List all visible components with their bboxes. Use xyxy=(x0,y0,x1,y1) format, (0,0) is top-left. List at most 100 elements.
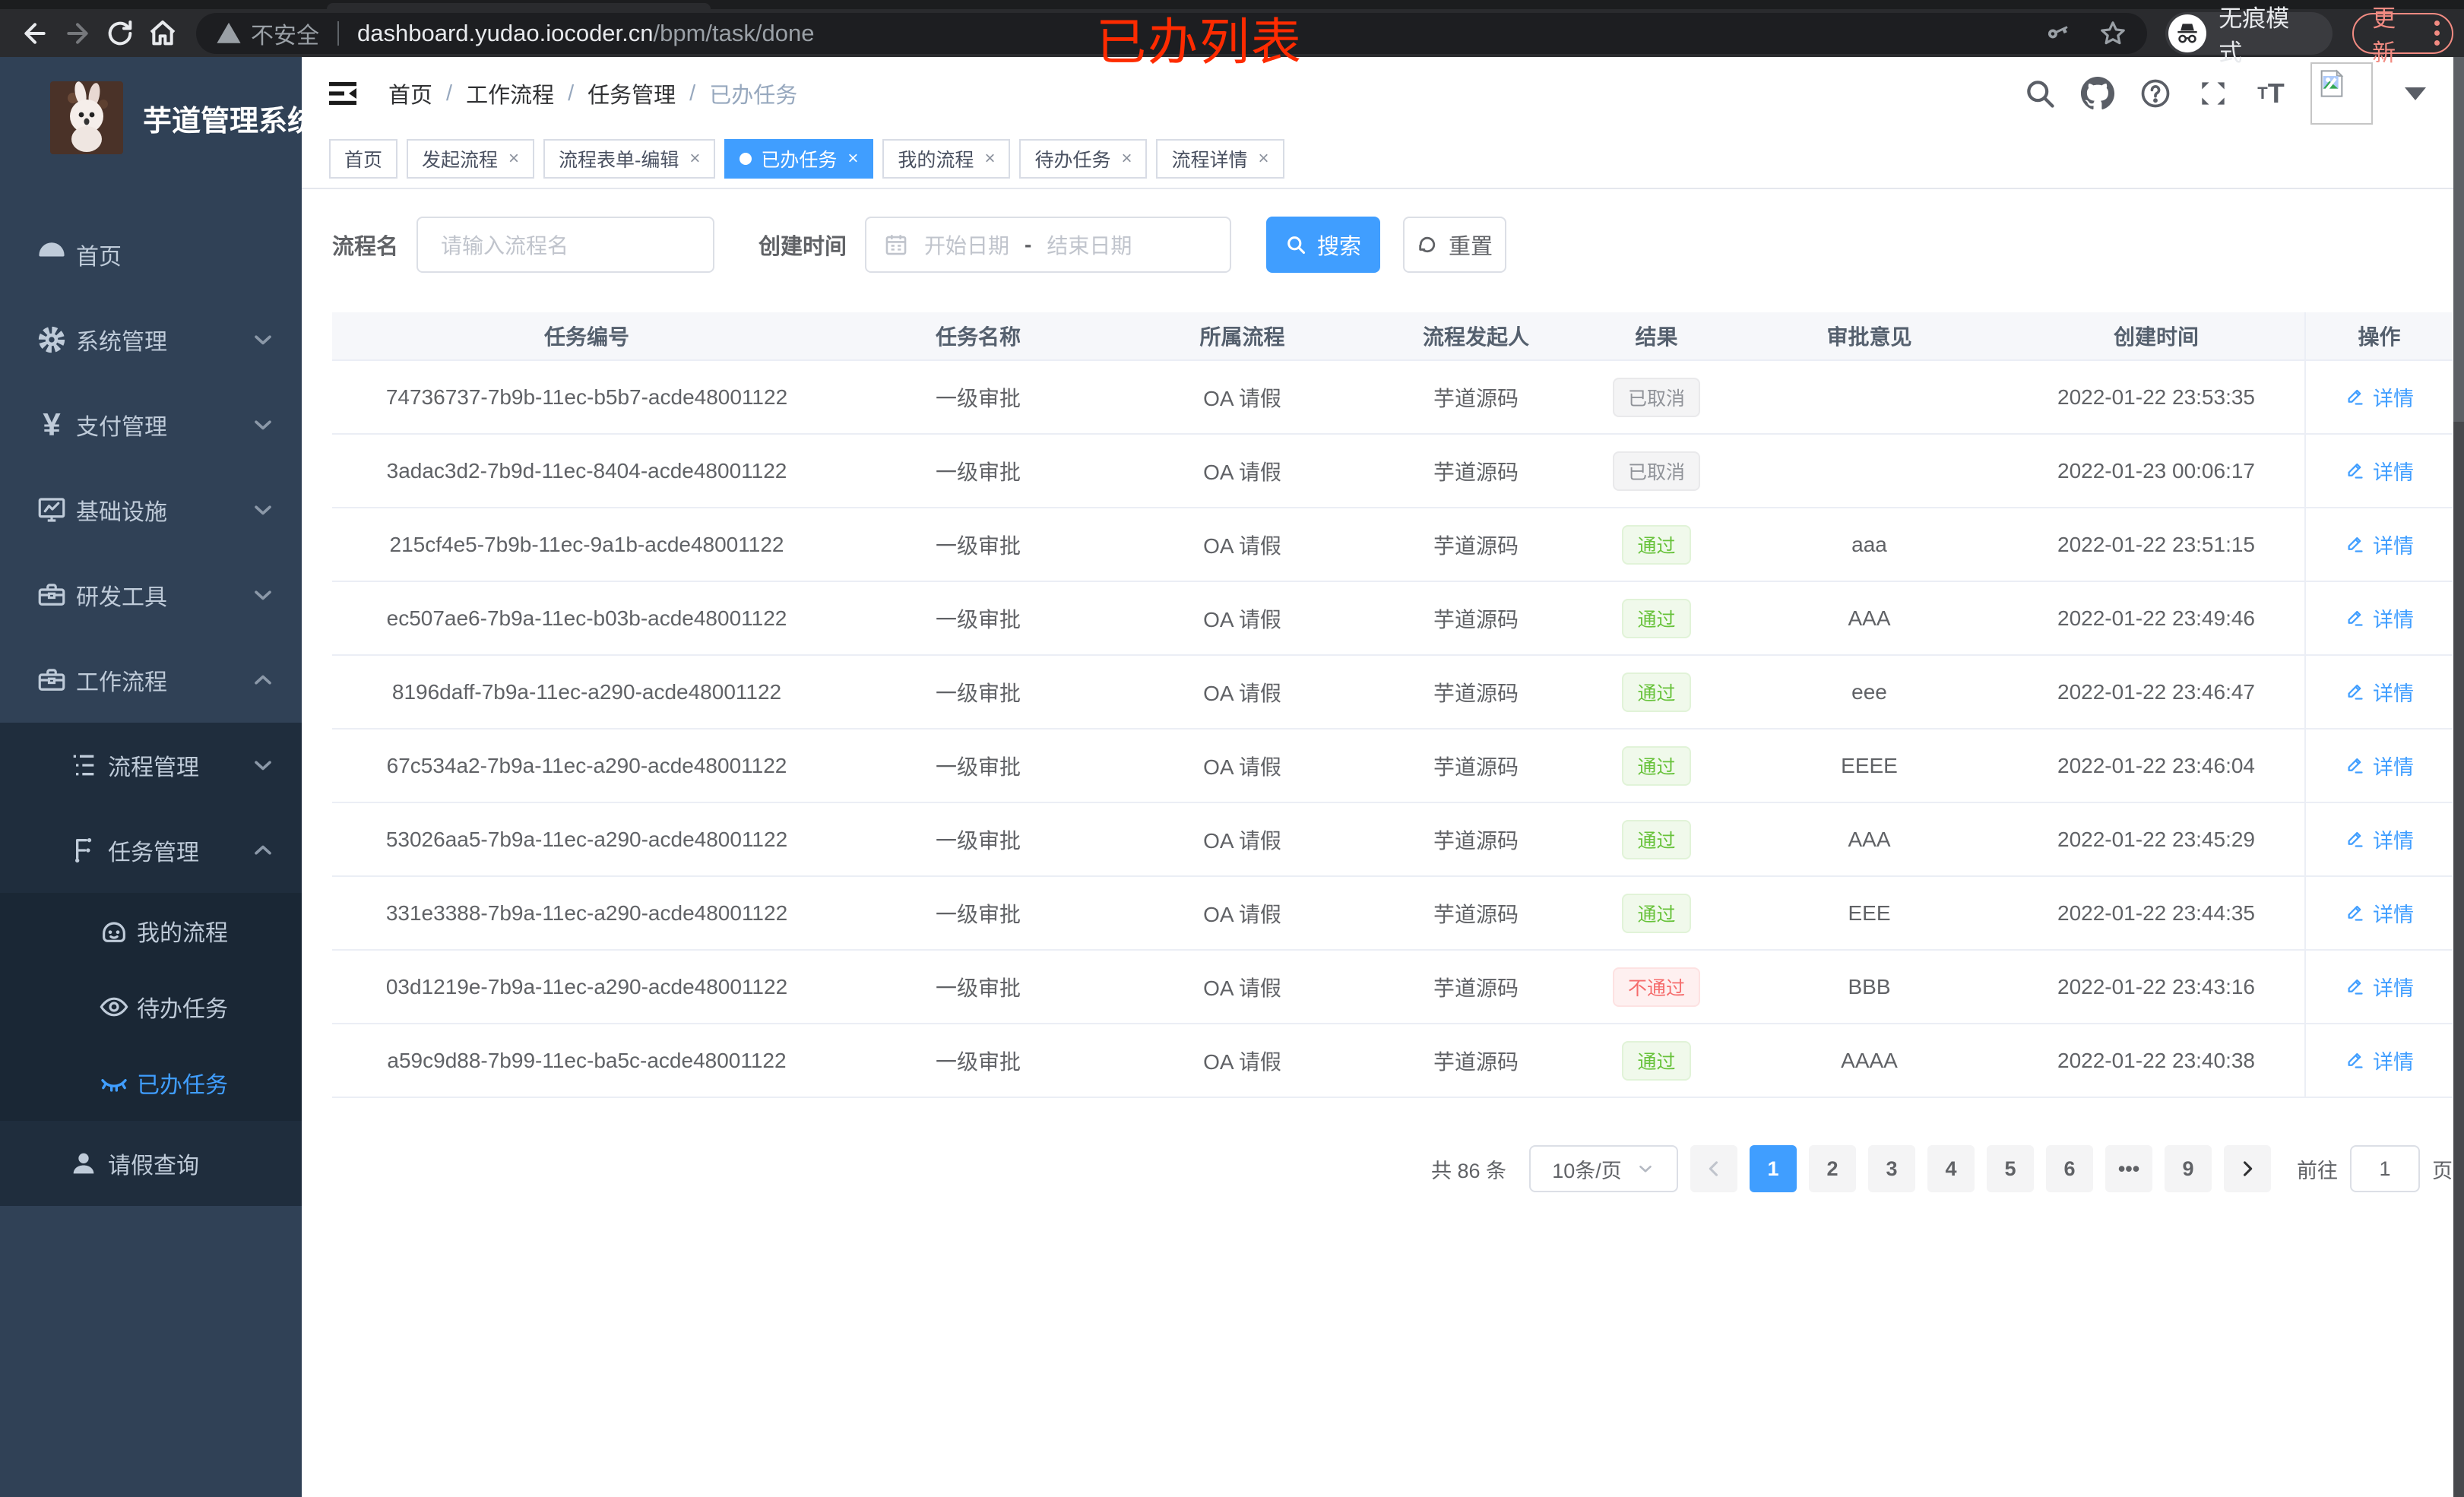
detail-link[interactable]: 详情 xyxy=(2345,1046,2414,1075)
page-button-9[interactable]: 9 xyxy=(2165,1145,2212,1192)
gear-icon xyxy=(35,323,68,356)
page-button-2[interactable]: 2 xyxy=(1809,1145,1856,1192)
browser-scrollbar[interactable] xyxy=(2453,57,2464,1497)
cell-process: OA 请假 xyxy=(1203,533,1281,558)
cell-task-id: 74736737-7b9b-11ec-b5b7-acde48001122 xyxy=(385,385,788,409)
detail-link[interactable]: 详情 xyxy=(2345,530,2414,559)
sidebar-item-infra[interactable]: 基础设施 xyxy=(0,467,302,552)
app-title: 芋道管理系统 xyxy=(143,105,317,138)
fullscreen-icon[interactable] xyxy=(2195,75,2231,112)
sidebar-item-todo-task[interactable]: 待办任务 xyxy=(0,969,302,1045)
close-icon[interactable]: × xyxy=(984,148,996,169)
goto-page-input[interactable]: 1 xyxy=(2350,1145,2420,1192)
hamburger-icon[interactable] xyxy=(325,75,361,112)
close-icon[interactable]: × xyxy=(508,148,520,169)
url-text[interactable]: dashboard.yudao.iocoder.cn/bpm/task/done xyxy=(357,19,815,46)
detail-link[interactable]: 详情 xyxy=(2345,972,2414,1002)
detail-link[interactable]: 详情 xyxy=(2345,456,2414,486)
help-icon[interactable] xyxy=(2137,75,2174,112)
close-icon[interactable]: × xyxy=(847,148,859,169)
search-icon[interactable] xyxy=(2022,75,2058,112)
prev-page-button[interactable] xyxy=(1690,1145,1737,1192)
page-button-4[interactable]: 4 xyxy=(1927,1145,1975,1192)
browser-active-tab[interactable] xyxy=(327,3,711,9)
detail-link[interactable]: 详情 xyxy=(2345,751,2414,780)
sidebar-item-devtools[interactable]: 研发工具 xyxy=(0,552,302,638)
detail-link[interactable]: 详情 xyxy=(2345,677,2414,707)
breadcrumb-home[interactable]: 首页 xyxy=(388,84,433,108)
close-icon[interactable]: × xyxy=(1258,148,1269,169)
forward-icon[interactable] xyxy=(56,12,99,55)
cell-task-id: 215cf4e5-7b9b-11ec-9a1b-acde48001122 xyxy=(389,532,784,556)
date-range-input[interactable]: 开始日期 - 结束日期 xyxy=(865,217,1232,273)
cell-result: 不通过 xyxy=(1582,967,1731,1007)
more-pages-button[interactable]: ••• xyxy=(2105,1145,2152,1192)
breadcrumb-workflow[interactable]: 工作流程 xyxy=(466,84,555,108)
result-badge: 通过 xyxy=(1622,1040,1691,1081)
detail-link[interactable]: 详情 xyxy=(2345,382,2414,412)
sidebar-item-workflow[interactable]: 工作流程 xyxy=(0,638,302,723)
sidebar-item-process-mgmt[interactable]: 流程管理 xyxy=(0,723,302,808)
edit-icon xyxy=(2348,1052,2363,1068)
page-size-select[interactable]: 10条/页 xyxy=(1529,1145,1678,1192)
cell-starter: 芋道源码 xyxy=(1433,1049,1519,1074)
detail-link[interactable]: 详情 xyxy=(2345,898,2414,928)
sidebar-item-my-process[interactable]: 我的流程 xyxy=(0,893,302,969)
page-button-6[interactable]: 6 xyxy=(2046,1145,2093,1192)
cell-starter: 芋道源码 xyxy=(1433,386,1519,410)
page-button-3[interactable]: 3 xyxy=(1868,1145,1915,1192)
total-count: 共 86 条 xyxy=(1430,1159,1506,1182)
sidebar-item-payment[interactable]: ¥ 支付管理 xyxy=(0,382,302,467)
sidebar-item-leave-query[interactable]: 请假查询 xyxy=(0,1121,302,1206)
chevron-down-icon xyxy=(249,496,277,524)
tab-待办任务[interactable]: 待办任务 × xyxy=(1019,139,1148,179)
reload-icon[interactable] xyxy=(99,12,141,55)
security-status[interactable]: 不安全 xyxy=(216,17,319,50)
close-icon[interactable]: × xyxy=(689,148,701,169)
cell-create-time: 2022-01-22 23:43:16 xyxy=(2057,974,2255,999)
logo-image xyxy=(50,81,123,154)
star-icon[interactable] xyxy=(2098,19,2127,48)
reset-button[interactable]: 重置 xyxy=(1403,217,1507,273)
cell-task-id: 331e3388-7b9a-11ec-a290-acde48001122 xyxy=(385,900,788,925)
next-page-button[interactable] xyxy=(2224,1145,2271,1192)
tab-流程详情[interactable]: 流程详情 × xyxy=(1156,139,1284,179)
process-name-input[interactable]: 请输入流程名 xyxy=(416,217,715,273)
result-badge: 通过 xyxy=(1622,893,1691,933)
tab-我的流程[interactable]: 我的流程 × xyxy=(882,139,1011,179)
col-opinion: 审批意见 xyxy=(1826,325,1912,349)
tab-已办任务[interactable]: 已办任务 × xyxy=(724,139,874,179)
sidebar-item-home[interactable]: 首页 xyxy=(0,212,302,297)
result-badge: 通过 xyxy=(1622,672,1691,712)
edit-icon xyxy=(2348,979,2363,995)
sidebar-item-system[interactable]: 系统管理 xyxy=(0,297,302,382)
update-button[interactable]: 更新 xyxy=(2352,5,2453,66)
key-icon[interactable] xyxy=(2045,20,2073,47)
tab-流程表单-编辑[interactable]: 流程表单-编辑 × xyxy=(543,139,716,179)
sidebar-item-task-mgmt[interactable]: 任务管理 xyxy=(0,808,302,893)
address-bar[interactable]: 不安全 dashboard.yudao.iocoder.cn/bpm/task/… xyxy=(196,12,2148,54)
avatar[interactable] xyxy=(2310,62,2373,125)
sidebar-item-done-task[interactable]: 已办任务 xyxy=(0,1045,302,1121)
detail-link[interactable]: 详情 xyxy=(2345,603,2414,633)
detail-link[interactable]: 详情 xyxy=(2345,824,2414,854)
browser-menu-icon[interactable] xyxy=(2434,21,2440,46)
page-button-1[interactable]: 1 xyxy=(1750,1145,1797,1192)
github-icon[interactable] xyxy=(2079,75,2116,112)
breadcrumb-task-mgmt[interactable]: 任务管理 xyxy=(587,84,676,108)
home-icon[interactable] xyxy=(141,12,184,55)
cell-result: 通过 xyxy=(1582,672,1731,712)
back-icon[interactable] xyxy=(14,12,56,55)
tab-发起流程[interactable]: 发起流程 × xyxy=(407,139,535,179)
logo-row[interactable]: 芋道管理系统 xyxy=(0,57,316,179)
cell-task-name: 一级审批 xyxy=(935,533,1021,558)
tab-首页[interactable]: 首页 xyxy=(329,139,398,179)
scrollbar-thumb[interactable] xyxy=(2453,57,2464,422)
cell-opinion: EEE xyxy=(1848,900,1891,925)
close-icon[interactable]: × xyxy=(1121,148,1132,169)
page-button-5[interactable]: 5 xyxy=(1987,1145,2034,1192)
search-button[interactable]: 搜索 xyxy=(1266,217,1381,273)
caret-down-icon[interactable] xyxy=(2405,87,2426,100)
